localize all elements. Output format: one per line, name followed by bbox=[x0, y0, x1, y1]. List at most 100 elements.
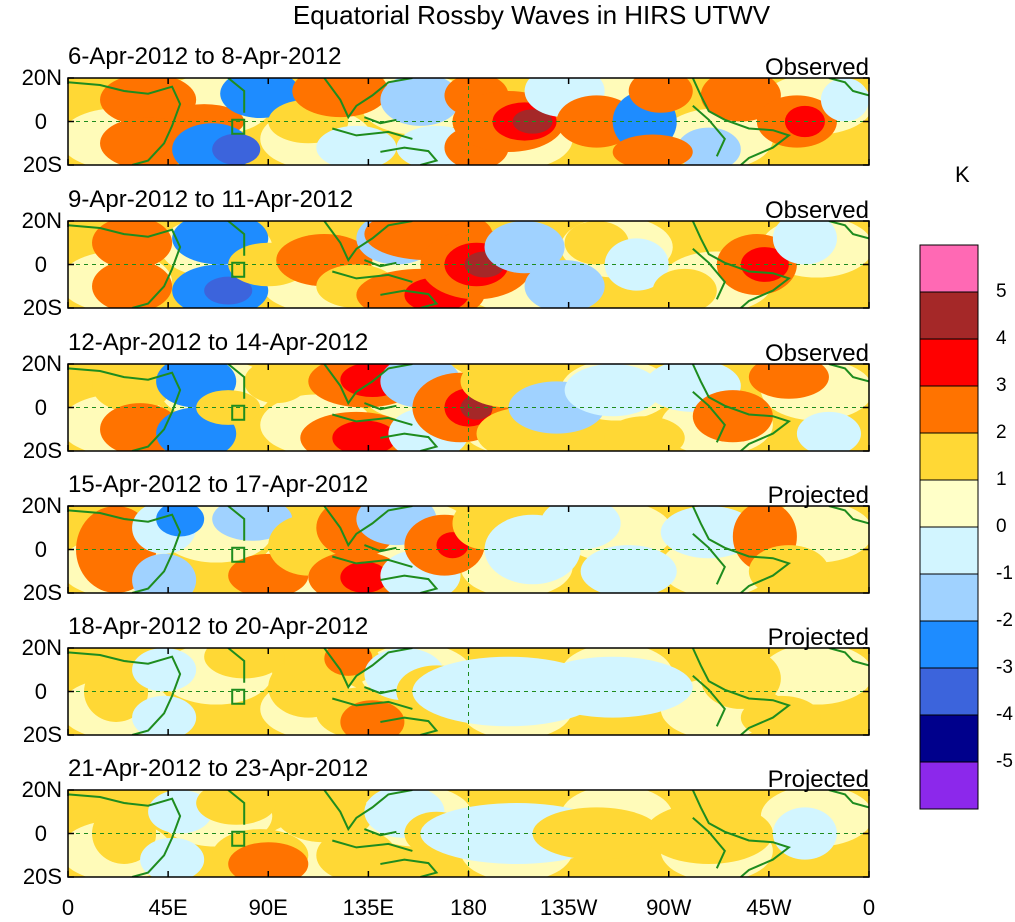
colorbar-level-label: 4 bbox=[996, 328, 1007, 349]
panel-kind-label: Observed bbox=[764, 54, 869, 81]
coastline bbox=[828, 364, 869, 383]
wave-blob bbox=[612, 134, 693, 165]
coastline bbox=[68, 651, 182, 735]
panel-date-label: 12-Apr-2012 to 14-Apr-2012 bbox=[68, 329, 369, 356]
colorbar-swatch bbox=[919, 479, 979, 528]
wave-blob bbox=[628, 78, 693, 113]
wave-blob bbox=[380, 78, 461, 126]
coastline bbox=[692, 248, 726, 300]
wave-blob bbox=[700, 648, 781, 709]
coastline bbox=[828, 790, 869, 809]
x-tick-label: 90E bbox=[248, 895, 288, 920]
panel-date-label: 6-Apr-2012 to 8-Apr-2012 bbox=[68, 43, 342, 70]
wave-blob bbox=[340, 700, 405, 735]
y-tick-label: 0 bbox=[34, 251, 47, 277]
colorbar-level-label: -5 bbox=[996, 751, 1013, 772]
colorbar-level-label: 2 bbox=[996, 422, 1007, 443]
coastline bbox=[692, 533, 726, 585]
panel-kind-label: Observed bbox=[764, 197, 869, 224]
coastline bbox=[828, 648, 869, 667]
coastline bbox=[68, 509, 182, 593]
colorbar-level-label: -3 bbox=[996, 657, 1013, 678]
colorbar-swatch bbox=[919, 714, 979, 763]
coastline bbox=[332, 839, 413, 852]
wave-blob bbox=[740, 695, 821, 735]
colorbar bbox=[919, 244, 979, 810]
coastline bbox=[691, 364, 792, 451]
panel-6 bbox=[67, 789, 870, 878]
wave-blob bbox=[748, 364, 829, 399]
x-tick-label: 0 bbox=[862, 895, 876, 920]
y-tick-label: 0 bbox=[34, 536, 47, 562]
wave-blob bbox=[760, 648, 869, 705]
colorbar-swatch bbox=[919, 291, 979, 340]
colorbar-swatch bbox=[919, 573, 979, 622]
coastline bbox=[227, 790, 246, 825]
coastline bbox=[332, 127, 413, 140]
y-tick-label: 0 bbox=[34, 820, 47, 846]
wave-blob bbox=[156, 506, 205, 537]
panel-3 bbox=[67, 363, 870, 452]
y-tick-label: 0 bbox=[34, 394, 47, 420]
coastline bbox=[691, 506, 792, 593]
wave-blob bbox=[564, 364, 661, 417]
y-tick-label: 20N bbox=[21, 635, 62, 660]
colorbar-swatch bbox=[919, 338, 979, 387]
colorbar-level-label: 1 bbox=[996, 469, 1007, 490]
wave-blob bbox=[132, 695, 197, 735]
coastline bbox=[323, 648, 413, 690]
coastline bbox=[332, 697, 413, 710]
wave-blob bbox=[228, 842, 309, 877]
panel-kind-label: Projected bbox=[767, 766, 869, 793]
coastline bbox=[332, 413, 413, 426]
contour-field bbox=[68, 364, 869, 451]
coastline bbox=[323, 506, 413, 548]
coastline bbox=[227, 648, 246, 683]
coastline bbox=[380, 432, 439, 451]
panel-5 bbox=[67, 647, 870, 736]
x-tick-label: 135E bbox=[342, 895, 395, 920]
y-tick-label: 20S bbox=[22, 580, 62, 605]
island-marker bbox=[231, 261, 246, 278]
coastline bbox=[323, 221, 413, 263]
coastline bbox=[227, 78, 246, 113]
x-tick-label: 0 bbox=[61, 895, 75, 920]
wave-blob bbox=[92, 364, 173, 412]
panel-kind-label: Projected bbox=[767, 482, 869, 509]
wave-blob bbox=[332, 420, 397, 451]
wave-blob bbox=[484, 221, 565, 274]
wave-blob bbox=[796, 411, 861, 451]
coastline bbox=[323, 790, 413, 832]
wave-blob bbox=[604, 416, 685, 451]
panel-date-label: 18-Apr-2012 to 20-Apr-2012 bbox=[68, 613, 369, 640]
panel-date-label: 15-Apr-2012 to 17-Apr-2012 bbox=[68, 471, 369, 498]
y-tick-label: 20S bbox=[22, 152, 62, 177]
wave-blob bbox=[772, 221, 837, 265]
wave-blob bbox=[244, 364, 309, 404]
coastline bbox=[828, 506, 869, 525]
coastline bbox=[692, 817, 726, 869]
coastline bbox=[364, 116, 397, 125]
colorbar-level-label: -2 bbox=[996, 610, 1013, 631]
contour-field bbox=[68, 648, 869, 735]
y-tick-label: 0 bbox=[34, 108, 47, 134]
coastline bbox=[692, 105, 726, 157]
y-tick-label: 20S bbox=[22, 295, 62, 320]
panel-kind-label: Projected bbox=[767, 624, 869, 651]
panel-date-label: 21-Apr-2012 to 23-Apr-2012 bbox=[68, 755, 369, 782]
coastline bbox=[380, 858, 439, 877]
wave-blob bbox=[204, 276, 253, 305]
coastline bbox=[68, 367, 182, 451]
x-tick-label: 90W bbox=[646, 895, 692, 920]
wave-blob bbox=[316, 125, 397, 165]
wave-blob bbox=[92, 260, 173, 308]
coastline bbox=[364, 828, 397, 837]
wave-blob bbox=[340, 561, 389, 593]
y-tick-label: 20S bbox=[22, 438, 62, 463]
coastline bbox=[692, 391, 726, 443]
wave-blob bbox=[580, 545, 677, 593]
x-tick-label: 135W bbox=[539, 895, 598, 920]
coastline bbox=[227, 364, 246, 399]
coastline bbox=[68, 793, 182, 877]
